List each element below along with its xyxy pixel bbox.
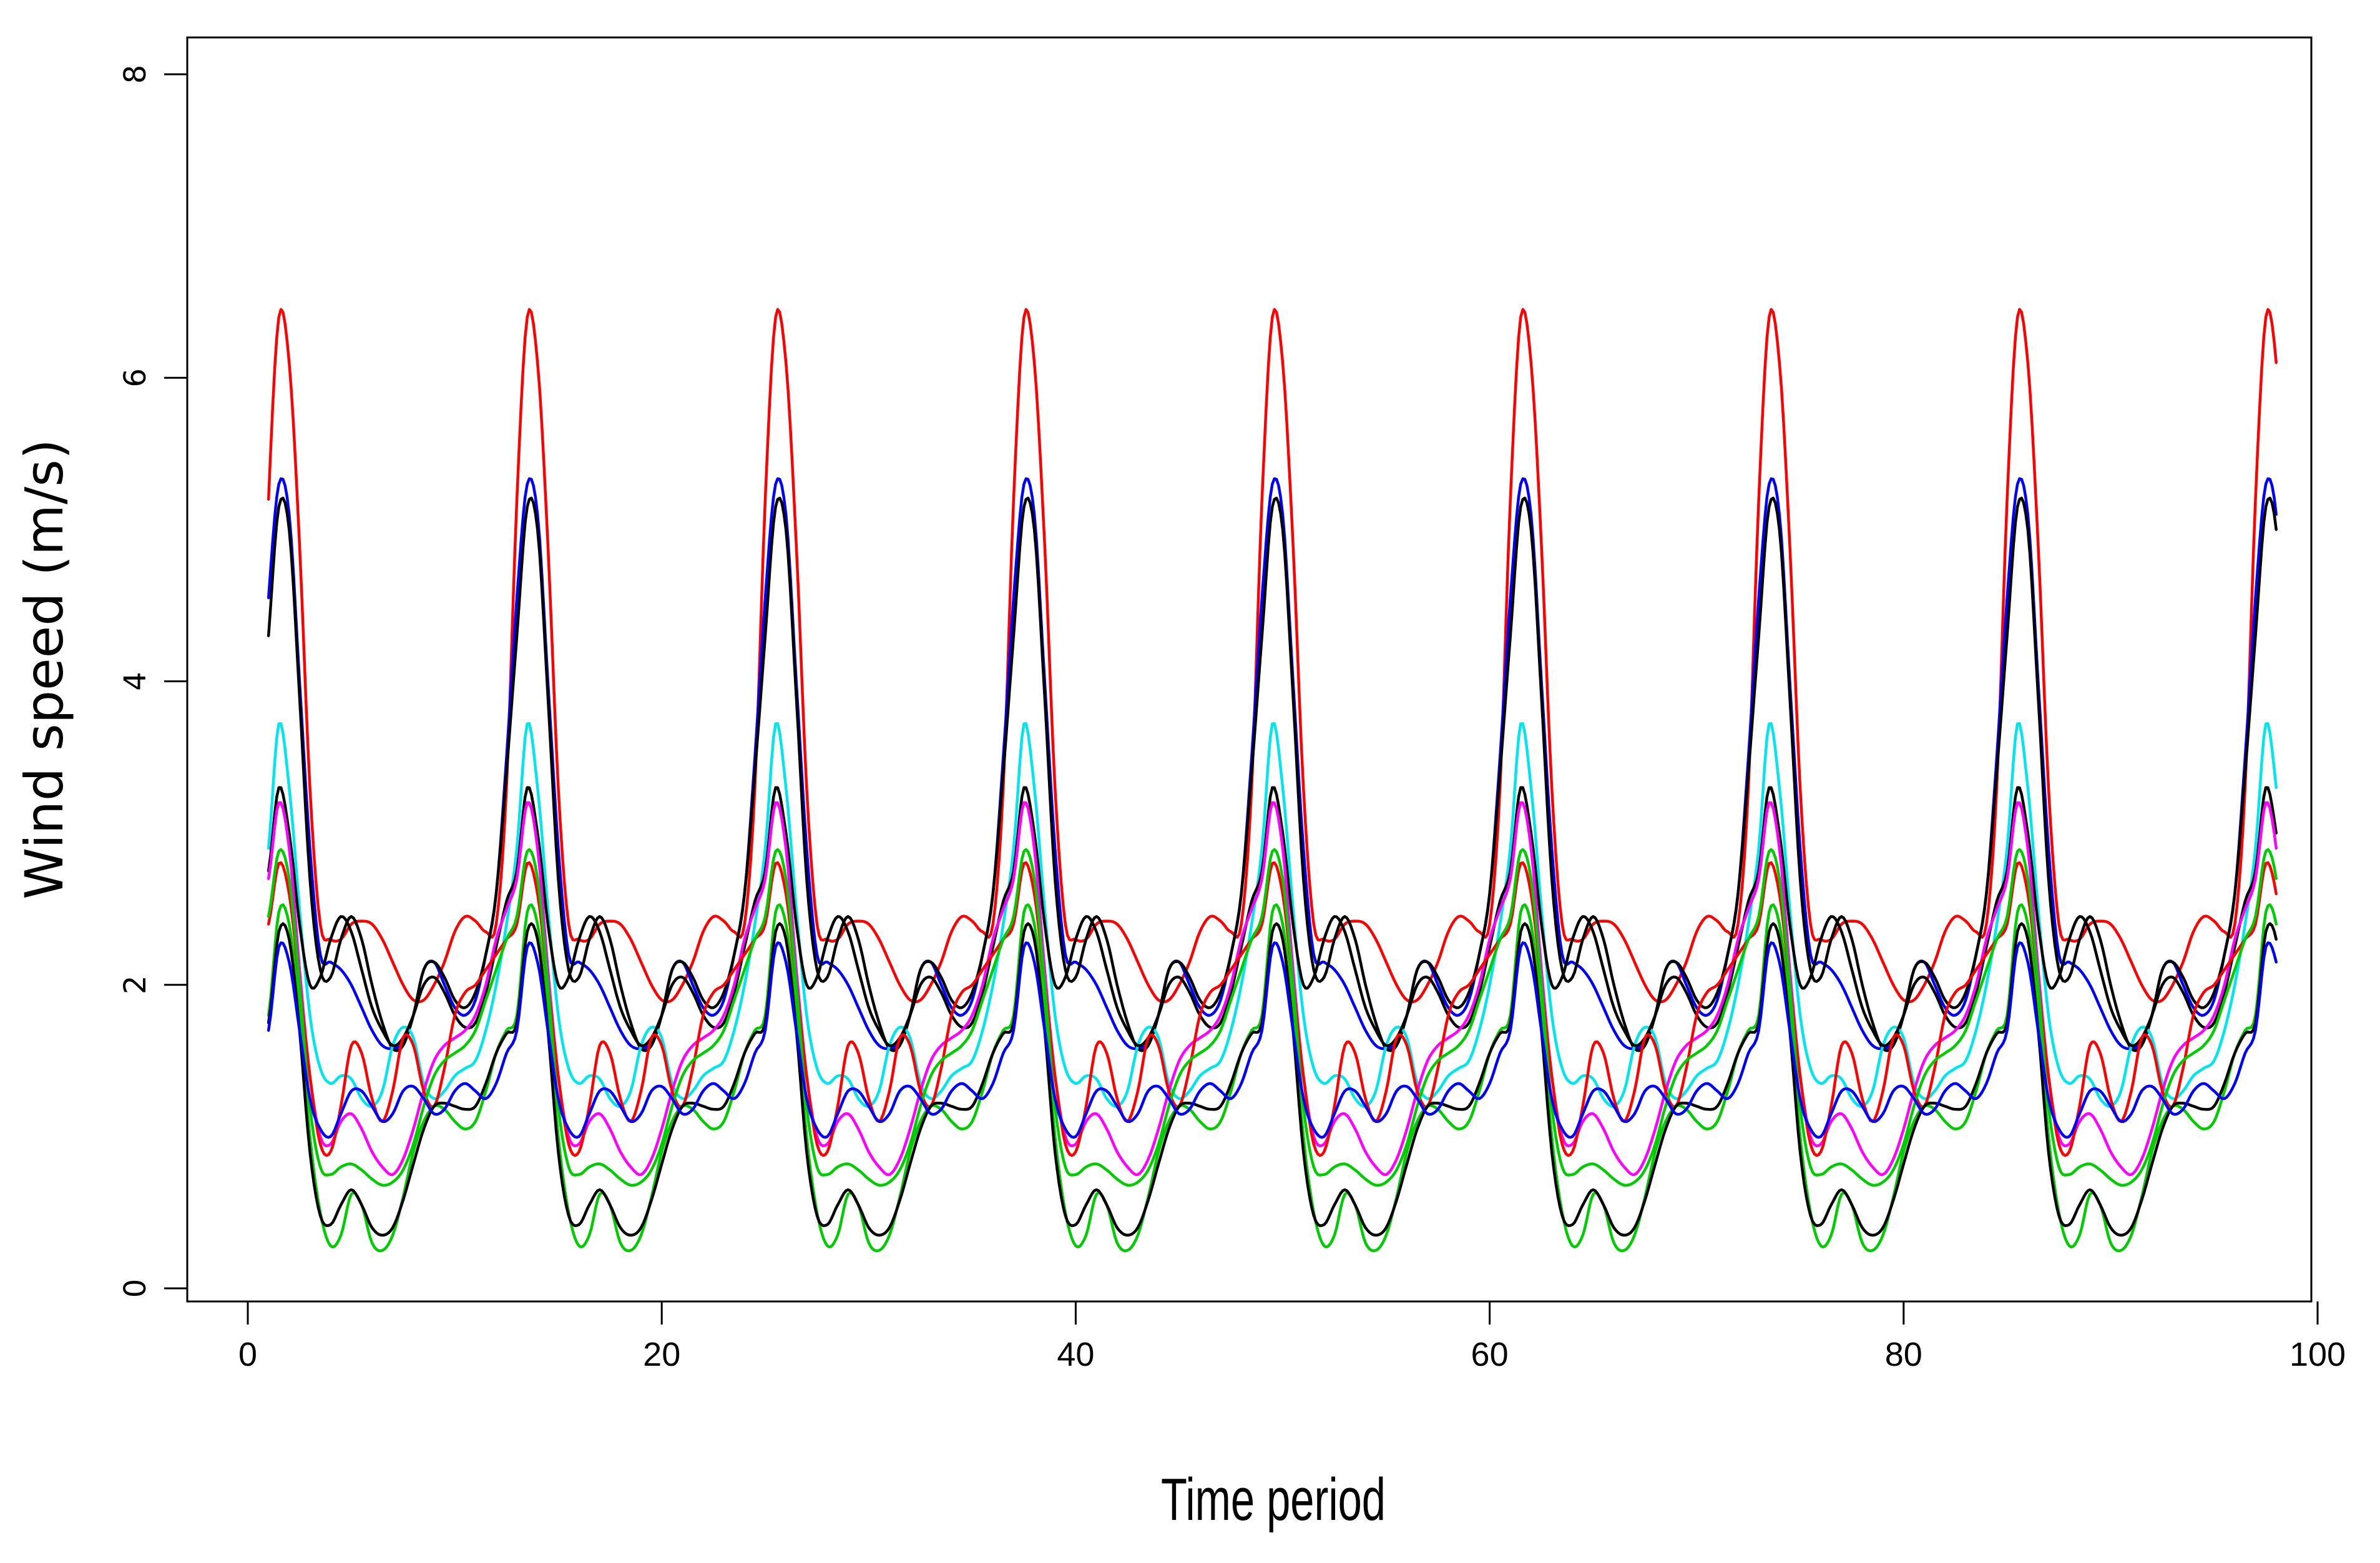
y-axis-title: Wind speed (m/s) <box>14 439 75 899</box>
y-tick-label: 4 <box>118 672 153 691</box>
series-line-cyan <box>267 722 2278 1108</box>
series-line-blue-high <box>267 477 2278 1051</box>
plot-frame <box>186 36 2313 1303</box>
y-tick-label: 6 <box>118 368 153 388</box>
x-tick-label: 0 <box>238 1336 257 1373</box>
x-tick-label: 40 <box>1057 1336 1094 1373</box>
y-tick-label: 0 <box>118 1279 153 1298</box>
y-tick-label: 2 <box>118 975 153 994</box>
series-layer <box>267 308 2278 1253</box>
series-line-red-high <box>267 308 2278 1004</box>
series-line-black-low <box>267 922 2278 1237</box>
x-tick-label: 80 <box>1885 1336 1922 1373</box>
series-line-blue-low <box>267 941 2278 1139</box>
axis-layer: 0 20 40 60 80 100 0 2 4 6 8 <box>118 65 2346 1373</box>
x-tick-label: 20 <box>643 1336 680 1373</box>
series-line-magenta <box>267 801 2278 1177</box>
x-tick-label: 60 <box>1471 1336 1509 1373</box>
series-line-green-high <box>267 848 2278 1187</box>
series-line-red-mid <box>267 861 2278 1157</box>
x-tick-label: 100 <box>2289 1336 2346 1373</box>
series-line-black-mid <box>267 786 2278 1047</box>
y-tick-label: 8 <box>118 65 153 84</box>
x-axis-title: Time period <box>1161 1466 1386 1533</box>
series-line-black-high <box>267 496 2278 1052</box>
